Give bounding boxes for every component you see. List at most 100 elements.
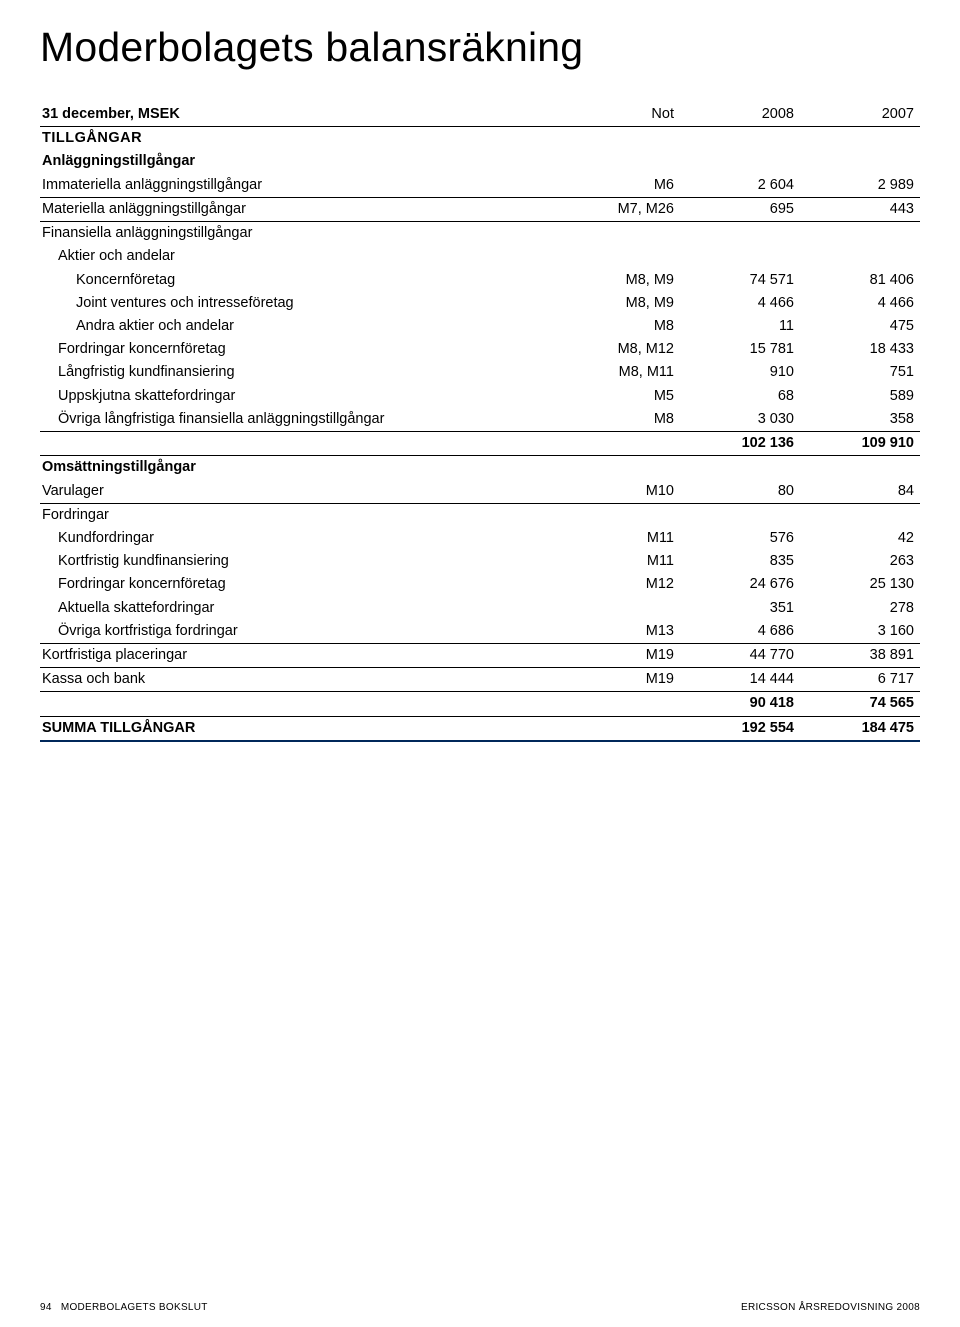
table-row: KoncernföretagM8, M974 57181 406 xyxy=(40,269,920,292)
row-y2: 42 xyxy=(800,527,920,550)
row-y1: 15 781 xyxy=(680,338,800,361)
row-label: Omsättningstillgångar xyxy=(40,456,590,480)
row-note xyxy=(590,597,680,620)
row-y2: 74 565 xyxy=(800,692,920,716)
row-note: M8 xyxy=(590,315,680,338)
row-note xyxy=(590,456,680,480)
row-note: M11 xyxy=(590,550,680,573)
row-label: Fordringar koncernföretag xyxy=(40,573,590,596)
header-year-1: 2008 xyxy=(680,103,800,127)
page-number: 94 xyxy=(40,1302,52,1313)
row-y1: 835 xyxy=(680,550,800,573)
row-label: Varulager xyxy=(40,480,590,504)
page-footer: 94 MODERBOLAGETS BOKSLUT ERICSSON ÅRSRED… xyxy=(40,1302,920,1313)
row-note: M8 xyxy=(590,408,680,432)
row-label: Uppskjutna skattefordringar xyxy=(40,385,590,408)
row-y1: 11 xyxy=(680,315,800,338)
row-y2: 184 475 xyxy=(800,716,920,741)
row-note xyxy=(590,245,680,268)
row-y1: 74 571 xyxy=(680,269,800,292)
row-label: Anläggningstillgångar xyxy=(40,150,590,173)
row-y1 xyxy=(680,222,800,246)
footer-right-text: ERICSSON ÅRSREDOVISNING 2008 xyxy=(741,1302,920,1313)
row-note: M7, M26 xyxy=(590,197,680,221)
row-note: M10 xyxy=(590,480,680,504)
row-y2: 751 xyxy=(800,361,920,384)
row-y1: 576 xyxy=(680,527,800,550)
row-note: M6 xyxy=(590,174,680,198)
row-label: Joint ventures och intresseföretag xyxy=(40,292,590,315)
row-label: Kassa och bank xyxy=(40,668,590,692)
row-note xyxy=(590,716,680,741)
row-label: Kortfristiga placeringar xyxy=(40,644,590,668)
row-y2: 81 406 xyxy=(800,269,920,292)
table-row: 90 41874 565 xyxy=(40,692,920,716)
row-y2 xyxy=(800,127,920,151)
row-label: Finansiella anläggningstillgångar xyxy=(40,222,590,246)
row-label: Övriga långfristiga finansiella anläggni… xyxy=(40,408,590,432)
row-y2: 25 130 xyxy=(800,573,920,596)
row-label xyxy=(40,692,590,716)
table-row: Kassa och bankM1914 4446 717 xyxy=(40,668,920,692)
row-note xyxy=(590,150,680,173)
table-row: Övriga kortfristiga fordringarM134 6863 … xyxy=(40,620,920,644)
table-row: 102 136109 910 xyxy=(40,432,920,456)
table-row: Joint ventures och intresseföretagM8, M9… xyxy=(40,292,920,315)
row-y2: 3 160 xyxy=(800,620,920,644)
row-y1: 90 418 xyxy=(680,692,800,716)
row-y2: 18 433 xyxy=(800,338,920,361)
row-label: Koncernföretag xyxy=(40,269,590,292)
row-label: Kortfristig kundfinansiering xyxy=(40,550,590,573)
row-label: Aktuella skattefordringar xyxy=(40,597,590,620)
table-row: Fordringar koncernföretagM8, M1215 78118… xyxy=(40,338,920,361)
row-y1: 24 676 xyxy=(680,573,800,596)
row-y2: 84 xyxy=(800,480,920,504)
row-y2: 109 910 xyxy=(800,432,920,456)
row-y2: 6 717 xyxy=(800,668,920,692)
footer-left-text: MODERBOLAGETS BOKSLUT xyxy=(61,1302,208,1313)
table-row: Andra aktier och andelarM811475 xyxy=(40,315,920,338)
table-row: Finansiella anläggningstillgångar xyxy=(40,222,920,246)
row-label: Fordringar xyxy=(40,503,590,527)
row-y2 xyxy=(800,456,920,480)
table-row: KundfordringarM1157642 xyxy=(40,527,920,550)
table-row: Övriga långfristiga finansiella anläggni… xyxy=(40,408,920,432)
row-label: Fordringar koncernföretag xyxy=(40,338,590,361)
row-y2 xyxy=(800,503,920,527)
row-note: M8, M12 xyxy=(590,338,680,361)
row-y1 xyxy=(680,127,800,151)
row-label: Immateriella anläggningstillgångar xyxy=(40,174,590,198)
table-row: Uppskjutna skattefordringarM568589 xyxy=(40,385,920,408)
row-label: Aktier och andelar xyxy=(40,245,590,268)
row-y1: 14 444 xyxy=(680,668,800,692)
row-label: TILLGÅNGAR xyxy=(40,127,590,151)
row-note: M12 xyxy=(590,573,680,596)
page: Moderbolagets balansräkning 31 december,… xyxy=(0,0,960,1327)
row-y2: 589 xyxy=(800,385,920,408)
table-row: Kortfristig kundfinansieringM11835263 xyxy=(40,550,920,573)
row-y1: 4 686 xyxy=(680,620,800,644)
table-row: SUMMA TILLGÅNGAR192 554184 475 xyxy=(40,716,920,741)
row-y2: 475 xyxy=(800,315,920,338)
row-label: Övriga kortfristiga fordringar xyxy=(40,620,590,644)
row-y1: 80 xyxy=(680,480,800,504)
row-note: M19 xyxy=(590,668,680,692)
header-year-2: 2007 xyxy=(800,103,920,127)
row-note xyxy=(590,127,680,151)
table-row: Materiella anläggningstillgångarM7, M266… xyxy=(40,197,920,221)
row-y2 xyxy=(800,245,920,268)
table-row: TILLGÅNGAR xyxy=(40,127,920,151)
row-y2 xyxy=(800,150,920,173)
row-y2: 278 xyxy=(800,597,920,620)
header-label: 31 december, MSEK xyxy=(40,103,590,127)
row-y1: 192 554 xyxy=(680,716,800,741)
row-note: M11 xyxy=(590,527,680,550)
row-note xyxy=(590,432,680,456)
row-label: Andra aktier och andelar xyxy=(40,315,590,338)
table-row: Aktier och andelar xyxy=(40,245,920,268)
header-not: Not xyxy=(590,103,680,127)
row-note: M8, M9 xyxy=(590,292,680,315)
row-y1: 2 604 xyxy=(680,174,800,198)
table-row: Långfristig kundfinansieringM8, M1191075… xyxy=(40,361,920,384)
row-y1: 102 136 xyxy=(680,432,800,456)
